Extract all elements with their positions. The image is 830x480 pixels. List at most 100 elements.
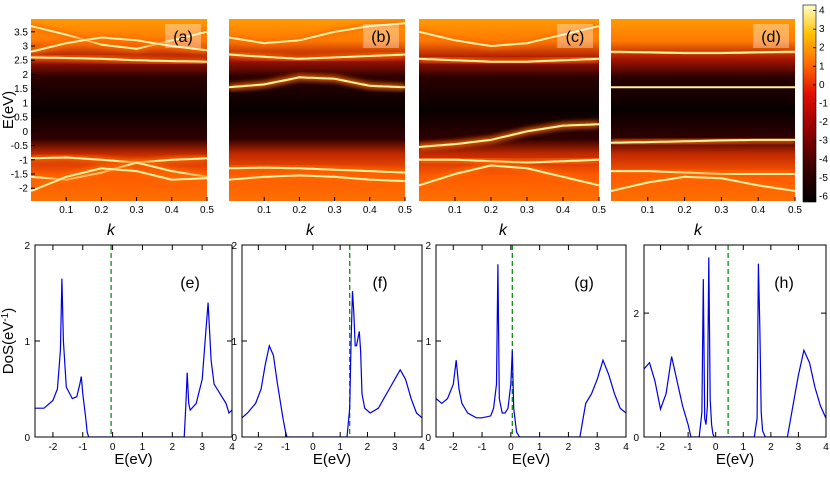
panel-label: (d)	[761, 29, 781, 46]
x-tick-label: 0.4	[751, 205, 765, 216]
x-tick-label: 0.3	[714, 205, 728, 216]
x-tick-label: 0.4	[363, 205, 377, 216]
band-group	[419, 22, 599, 189]
x-tick-label: -1	[478, 442, 487, 453]
x-tick-label: 0	[508, 442, 514, 453]
band-group	[611, 48, 795, 195]
colorbar-tick-label: 2	[819, 43, 825, 54]
y-tick-label: 0	[231, 433, 237, 444]
x-tick-label: 3	[199, 442, 205, 453]
x-axis-label: k	[306, 222, 315, 239]
band-line	[31, 56, 207, 63]
x-tick-label: 2	[768, 442, 774, 453]
band-line	[229, 76, 405, 89]
y-tick-label: 0	[425, 433, 431, 444]
band-line	[229, 53, 405, 60]
x-tick-label: 0.4	[556, 205, 570, 216]
y-tick-label: 0	[633, 433, 639, 444]
band-line	[229, 166, 405, 174]
y-tick-label: 1.5	[14, 84, 28, 95]
band-line	[419, 164, 599, 187]
colorbar: -6 -5 -4 -3 -2 -1 0 1 2 3 4	[802, 4, 828, 202]
plot-frame	[643, 244, 827, 438]
heatmap-panel-a: 0.1 0.2 0.3 0.4 0.5 k (a) -2 -1.5 -1 -0.5 0 0.5 1 1.5 2…	[0, 19, 214, 239]
band-line	[419, 57, 599, 63]
dos-panel-g: -2 -1 0 1 2 3 4 0 1 2 E(eV) (g)	[425, 241, 629, 468]
colorbar-tick-label: 4	[819, 6, 825, 17]
y-tick-label: 0	[22, 127, 28, 138]
y-tick-label: 2	[425, 241, 431, 252]
y-axis-label: DoS(eV-1)	[0, 308, 17, 374]
x-tick-label: 0.2	[292, 205, 306, 216]
band-line	[31, 25, 207, 50]
x-tick-label: 0.3	[520, 205, 534, 216]
x-tick-label: 0.5	[200, 205, 214, 216]
x-axis-label: k	[499, 222, 508, 239]
x-tick-label: 4	[229, 442, 235, 453]
colorbar-tick-label: -4	[819, 154, 828, 165]
dos-curve	[644, 257, 826, 437]
y-tick-label: -1.5	[11, 169, 29, 180]
x-tick-label: 4	[623, 442, 629, 453]
y-tick-label: 2	[22, 70, 28, 81]
x-tick-label: 2	[566, 442, 572, 453]
x-tick-label: 3	[796, 442, 802, 453]
band-line	[31, 36, 207, 53]
dos-curve	[35, 278, 232, 437]
y-axis-label-sup: -1	[0, 312, 11, 321]
x-tick-label: 4	[419, 442, 425, 453]
x-tick-label: 2	[365, 442, 371, 453]
panel-label: (a)	[173, 29, 193, 46]
x-tick-label: 0.5	[788, 205, 802, 216]
heatmap-background	[419, 19, 599, 201]
x-tick-label: 0.2	[678, 205, 692, 216]
band-line	[611, 138, 795, 144]
y-axis-label: E(eV)	[0, 91, 17, 129]
x-tick-label: 2	[170, 442, 176, 453]
x-tick-label: 1	[740, 442, 746, 453]
x-tick-label: -1	[281, 442, 290, 453]
band-line	[419, 25, 599, 48]
colorbar-tick-label: 1	[819, 61, 825, 72]
band-line	[229, 22, 405, 45]
x-tick-label: 1	[337, 442, 343, 453]
x-tick-label: 0.3	[130, 205, 144, 216]
heatmap-panel-d: 0.1 0.2 0.3 0.4 0.5 k (d)	[611, 19, 802, 239]
band-line	[31, 156, 207, 164]
y-tick-label: -0.5	[11, 141, 29, 152]
x-tick-label: 3	[594, 442, 600, 453]
panel-label: (b)	[371, 29, 391, 46]
band-line	[611, 50, 795, 55]
x-tick-label: -1	[78, 442, 87, 453]
x-tick-label: -2	[254, 442, 263, 453]
y-tick-label: -1	[19, 155, 28, 166]
colorbar-tick-label: -5	[819, 173, 828, 184]
panel-label-box	[165, 24, 201, 48]
band-line	[611, 170, 795, 175]
panel-label: (e)	[180, 275, 200, 292]
y-tick-label: 1	[22, 98, 28, 109]
x-tick-label: 0.5	[592, 205, 606, 216]
dos-curve	[242, 291, 422, 437]
x-axis-label: k	[107, 222, 116, 239]
x-tick-label: 1	[140, 442, 146, 453]
x-tick-label: -2	[449, 442, 458, 453]
panel-label: (c)	[566, 29, 585, 46]
x-tick-label: -1	[684, 442, 693, 453]
x-axis-label: E(eV)	[716, 451, 754, 468]
x-tick-label: 0.1	[641, 205, 655, 216]
x-tick-label: 0.2	[484, 205, 498, 216]
x-axis-label: E(eV)	[313, 451, 351, 468]
plot-frame	[34, 244, 233, 438]
panel-label-box	[557, 24, 593, 48]
y-axis-label-close: )	[0, 308, 17, 313]
y-tick-label: -2	[19, 184, 28, 195]
x-tick-label: 0.1	[257, 205, 271, 216]
x-axis-label: E(eV)	[512, 451, 550, 468]
panel-label-box	[753, 24, 789, 48]
x-tick-label: 0.2	[94, 205, 108, 216]
colorbar-tick-label: 0	[819, 80, 825, 91]
plot-frame	[241, 244, 423, 438]
y-tick-label: 2	[633, 309, 639, 320]
